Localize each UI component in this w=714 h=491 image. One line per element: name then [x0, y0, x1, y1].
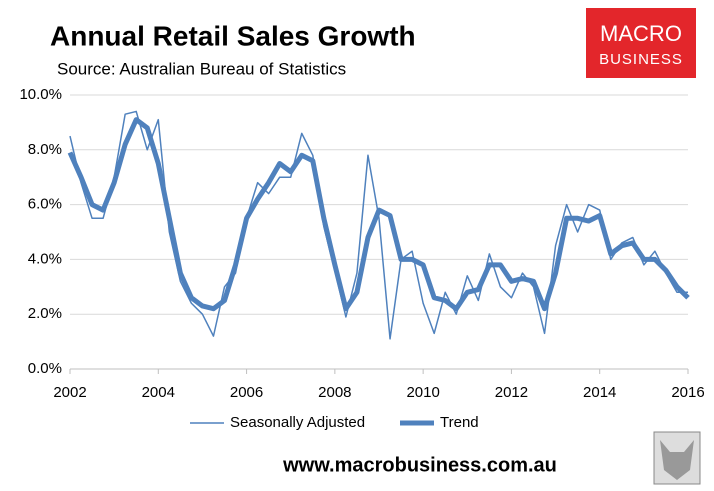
x-tick-label: 2014 [583, 384, 616, 401]
x-tick-label: 2004 [142, 384, 175, 401]
x-tick-label: 2010 [406, 384, 439, 401]
y-tick-label: 10.0% [19, 86, 62, 103]
x-tick-label: 2008 [318, 384, 351, 401]
y-tick-label: 0.0% [28, 360, 62, 377]
line-series [69, 110, 688, 340]
chart-title: Annual Retail Sales Growth [50, 20, 416, 51]
legend-label: Seasonally Adjusted [230, 414, 365, 431]
x-tick-label: 2006 [230, 384, 263, 401]
x-tick-label: 2002 [53, 384, 86, 401]
y-tick-label: 4.0% [28, 250, 62, 267]
brand-text: BUSINESS [599, 51, 683, 68]
legend-label: Trend [440, 414, 479, 431]
x-tick-label: 2012 [495, 384, 528, 401]
y-tick-label: 8.0% [28, 141, 62, 158]
y-tick-label: 6.0% [28, 196, 62, 213]
x-tick-label: 2016 [671, 384, 704, 401]
fox-icon [660, 440, 694, 480]
line-series [67, 117, 690, 312]
footer-url: www.macrobusiness.com.au [282, 454, 557, 476]
chart-subtitle: Source: Australian Bureau of Statistics [57, 59, 346, 78]
brand-text: MACRO [600, 21, 682, 46]
brand-logo [586, 8, 696, 78]
y-tick-label: 2.0% [28, 305, 62, 322]
